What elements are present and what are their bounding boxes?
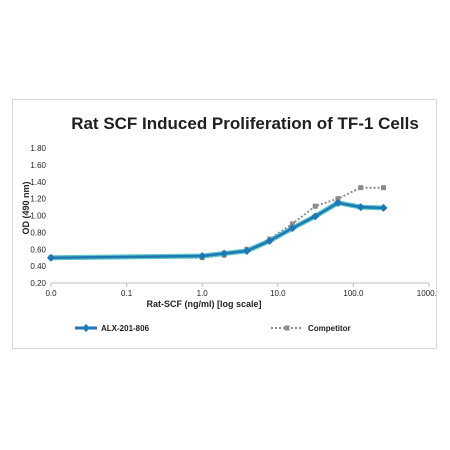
data-point-competitor [335, 196, 341, 202]
y-tick-label: 1.60 [30, 161, 46, 170]
y-tick-label: 1.40 [30, 178, 46, 187]
data-point-competitor [312, 203, 318, 209]
series-layer [47, 185, 388, 262]
y-tick-label: 0.60 [30, 245, 46, 254]
chart-title: Rat SCF Induced Proliferation of TF-1 Ce… [71, 114, 419, 133]
y-tick-label: 0.80 [30, 228, 46, 237]
legend: ALX-201-806 Competitor [75, 324, 351, 333]
data-point-alx-201-806 [220, 249, 229, 258]
legend-label-alx-201-806: ALX-201-806 [101, 324, 150, 333]
data-point-alx-201-806 [265, 236, 274, 245]
data-point-alx-201-806 [333, 198, 342, 207]
legend-label-competitor: Competitor [308, 324, 351, 333]
x-tick-label: 0.1 [121, 289, 133, 298]
y-tick-label: 1.20 [30, 195, 46, 204]
chart-frame: Rat SCF Induced Proliferation of TF-1 Ce… [12, 99, 437, 349]
x-axis-label: Rat-SCF (ng/ml) [log scale] [146, 299, 261, 309]
data-point-alx-201-806 [242, 246, 251, 255]
data-point-alx-201-806 [288, 224, 297, 233]
line-chart: Rat SCF Induced Proliferation of TF-1 Ce… [21, 114, 436, 333]
x-tick-label: 100.0 [343, 289, 364, 298]
series-line-competitor [51, 186, 384, 259]
y-tick-label: 1.80 [30, 144, 46, 153]
legend-marker-competitor [284, 325, 290, 331]
data-point-alx-201-806 [47, 253, 55, 262]
data-point-alx-201-806 [311, 212, 320, 221]
series-glow-alx-201-806 [50, 200, 384, 261]
legend-marker-alx-201-806 [82, 324, 90, 332]
x-tick-label: 0.0 [45, 289, 57, 298]
y-tick-label: 0.40 [30, 262, 46, 271]
axes: 0.20 0.40 0.60 0.80 1.00 1.20 1.40 1.60 1.80 0.0 0… [30, 144, 436, 298]
data-point-alx-201-806 [356, 203, 365, 212]
data-point-competitor [380, 185, 386, 191]
y-tick-label: 1.00 [30, 212, 46, 221]
data-point-competitor [289, 221, 295, 227]
data-point-competitor [358, 185, 364, 191]
series-line-alx-201-806 [50, 201, 384, 259]
x-tick-label: 1.0 [197, 289, 209, 298]
y-axis-label: OD (490 nm) [21, 181, 31, 234]
data-point-alx-201-806 [198, 252, 207, 260]
y-tick-label: 0.20 [30, 279, 46, 288]
data-point-alx-201-806 [379, 203, 388, 212]
x-tick-label: 1000.0 [417, 289, 436, 298]
x-tick-label: 10.0 [270, 289, 286, 298]
